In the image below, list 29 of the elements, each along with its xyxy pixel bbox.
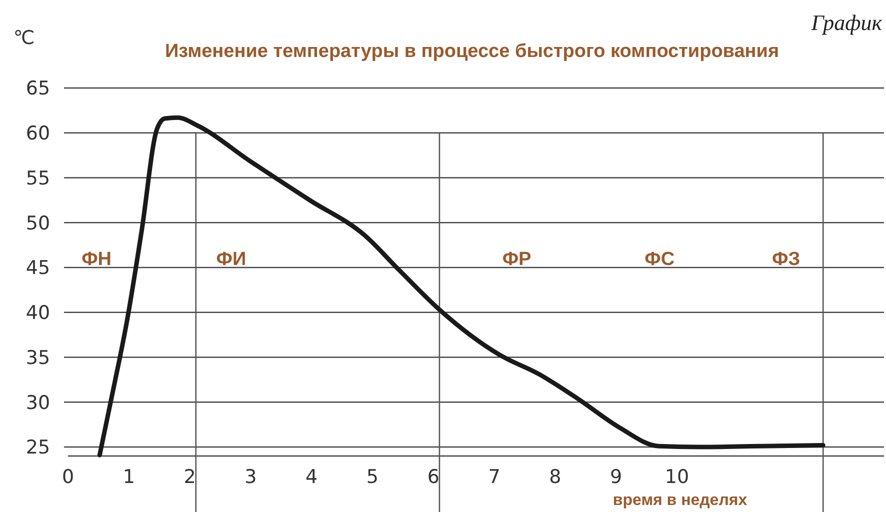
y-tick-label: 50	[26, 212, 50, 234]
x-tick-label: 0	[62, 466, 74, 488]
annotation: ФН	[82, 249, 112, 270]
text: График	[810, 10, 883, 35]
x-tick-label: 8	[549, 466, 562, 488]
y-axis-title: ℃	[13, 27, 35, 49]
chart-title: Изменение температуры в процессе быстрого компостирования	[164, 41, 780, 62]
x-tick-label: 9	[610, 466, 622, 488]
y-tick-label: 40	[26, 302, 50, 324]
x-tick-label: 7	[488, 466, 500, 488]
y-tick-label: 55	[26, 167, 50, 190]
annotation: ФР	[502, 249, 532, 270]
x-tick-label: 5	[366, 466, 379, 488]
y-tick-label: 25	[26, 436, 50, 459]
x-tick-label: 4	[306, 466, 318, 488]
x-tick-label: 10	[664, 466, 690, 488]
x-tick-label: 3	[244, 466, 257, 488]
annotation: ФИ	[216, 249, 246, 270]
y-tick-label: 45	[26, 257, 50, 280]
annotation: ФЗ	[772, 249, 800, 270]
x-axis-title: время в неделях	[612, 492, 748, 509]
y-tick-label: 60	[26, 122, 50, 145]
x-tick-label: 2	[184, 466, 196, 488]
x-tick-label: 6	[427, 466, 440, 488]
y-tick-label: 65	[26, 78, 50, 100]
x-tick-label: 1	[122, 466, 135, 488]
y-tick-label: 35	[26, 346, 50, 369]
y-tick-label: 30	[26, 392, 50, 414]
annotation: ФС	[644, 249, 675, 270]
